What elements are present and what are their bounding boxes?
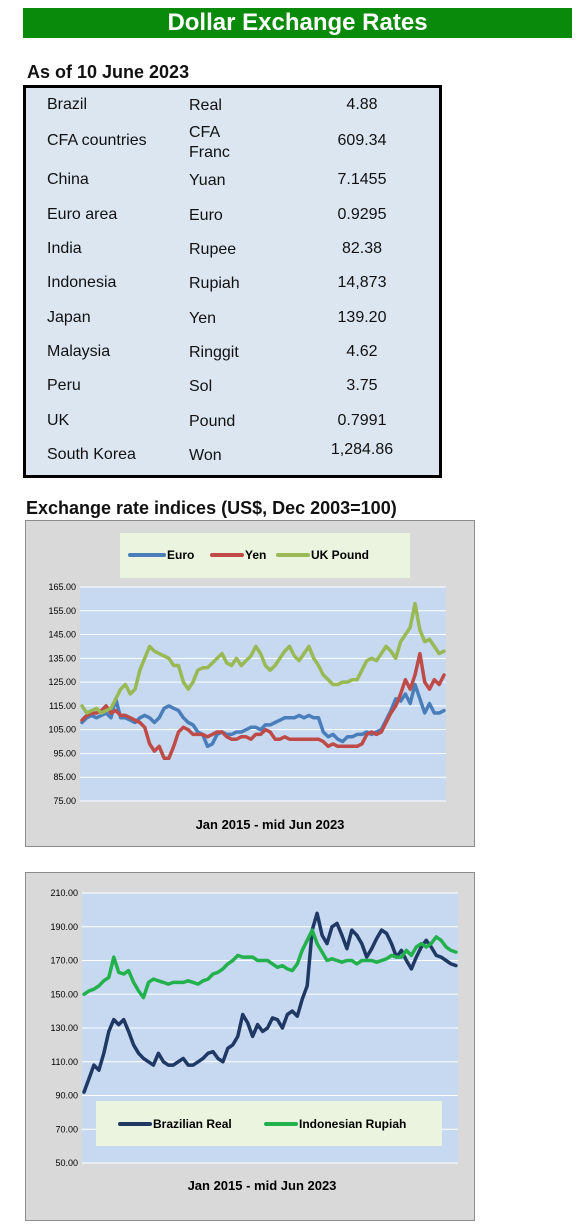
legend-label: UK Pound bbox=[311, 548, 369, 562]
plot-area bbox=[80, 587, 446, 801]
chart-frame-major-currencies: 75.00 85.00 95.00 105.00 115.00 125.00 135.00 1… bbox=[25, 520, 475, 847]
country-label: Indonesia bbox=[47, 274, 117, 291]
country-label: CFA countries bbox=[47, 132, 147, 149]
x-axis-label: Jan 2015 - mid Jun 2023 bbox=[196, 817, 345, 832]
rate-value: 82.38 bbox=[341, 240, 383, 257]
country-label: Malaysia bbox=[47, 343, 111, 360]
rate-value: 7.1455 bbox=[337, 171, 387, 188]
legend-label: Indonesian Rupiah bbox=[299, 1117, 406, 1131]
y-tick-label: 95.00 bbox=[53, 748, 76, 758]
series-line-uk-pound bbox=[80, 601, 446, 715]
y-tick-label: 135.00 bbox=[48, 653, 76, 663]
y-tick-label: 170.00 bbox=[50, 956, 78, 966]
rate-value: 609.34 bbox=[337, 132, 387, 149]
country-label: Brazil bbox=[47, 96, 88, 113]
as-of-heading: As of 10 June 2023 bbox=[27, 62, 190, 82]
y-tick-label: 105.00 bbox=[48, 725, 76, 735]
y-tick-label: 90.00 bbox=[55, 1091, 78, 1101]
rate-row: Euro area Euro 0.9295 bbox=[26, 206, 439, 236]
country-label: UK bbox=[47, 412, 70, 429]
currency-label: Yen bbox=[189, 310, 216, 327]
rate-value: 0.7991 bbox=[337, 412, 387, 429]
rate-value: 3.75 bbox=[346, 377, 378, 394]
currency-label: Real bbox=[189, 97, 222, 114]
currency-label: Yuan bbox=[189, 172, 226, 189]
y-tick-label: 75.00 bbox=[53, 796, 76, 806]
currency-label: CFA Franc bbox=[189, 124, 230, 161]
country-label: Peru bbox=[47, 377, 81, 394]
currency-label: Won bbox=[189, 447, 222, 464]
y-tick-label: 210.00 bbox=[50, 888, 78, 898]
currency-label: Rupee bbox=[189, 241, 237, 258]
y-tick-label: 145.00 bbox=[48, 630, 76, 640]
series-line-indonesian-rupiah bbox=[82, 928, 458, 1000]
rate-row: Japan Yen 139.20 bbox=[26, 309, 439, 339]
series-line-brazilian-real bbox=[82, 911, 458, 1094]
currency-label: Pound bbox=[189, 413, 236, 430]
rate-value: 4.88 bbox=[346, 96, 378, 113]
y-tick-label: 70.00 bbox=[55, 1124, 78, 1134]
rate-row: CFA countries CFA Franc 609.34 bbox=[26, 123, 439, 161]
legend-box bbox=[120, 533, 410, 578]
rate-row: UK Pound 0.7991 bbox=[26, 412, 439, 442]
y-tick-label: 165.00 bbox=[48, 582, 76, 592]
y-tick-label: 155.00 bbox=[48, 606, 76, 616]
indices-heading: Exchange rate indices (US$, Dec 2003=100… bbox=[26, 498, 397, 518]
page-title: Dollar Exchange Rates bbox=[23, 8, 572, 38]
rate-row: South Korea Won 1,284.86 bbox=[26, 441, 439, 476]
chart-major-currencies: 75.00 85.00 95.00 105.00 115.00 125.00 135.00 1… bbox=[48, 533, 446, 832]
y-tick-label: 125.00 bbox=[48, 677, 76, 687]
y-tick-label: 130.00 bbox=[50, 1023, 78, 1033]
currency-label: Euro bbox=[189, 207, 223, 224]
legend-label: Brazilian Real bbox=[153, 1117, 232, 1131]
rate-row: Indonesia Rupiah 14,873 bbox=[26, 274, 439, 304]
rate-value: 14,873 bbox=[337, 274, 387, 291]
series-line-yen bbox=[80, 651, 446, 760]
currency-label: Ringgit bbox=[189, 344, 239, 361]
legend-label: Yen bbox=[245, 548, 266, 562]
rate-value: 4.62 bbox=[346, 343, 378, 360]
country-label: Japan bbox=[47, 309, 91, 326]
y-tick-label: 110.00 bbox=[51, 1057, 78, 1067]
x-axis-label: Jan 2015 - mid Jun 2023 bbox=[188, 1178, 337, 1193]
rate-value: 1,284.86 bbox=[330, 441, 394, 458]
currency-label: Rupiah bbox=[189, 275, 240, 292]
legend-label: Euro bbox=[167, 548, 194, 562]
country-label: South Korea bbox=[47, 446, 136, 463]
rate-row: Peru Sol 3.75 bbox=[26, 377, 439, 407]
country-label: China bbox=[47, 171, 89, 188]
y-tick-label: 50.00 bbox=[55, 1158, 78, 1168]
y-tick-label: 190.00 bbox=[50, 922, 78, 932]
y-tick-label: 85.00 bbox=[53, 772, 76, 782]
country-label: Euro area bbox=[47, 206, 118, 223]
y-tick-label: 150.00 bbox=[50, 989, 78, 999]
country-label: India bbox=[47, 240, 82, 257]
chart-frame-emerging-currencies: 50.00 70.00 90.00 110.00 130.00 150.00 170.00 1… bbox=[25, 872, 475, 1221]
rate-row: India Rupee 82.38 bbox=[26, 240, 439, 270]
rate-row: Malaysia Ringgit 4.62 bbox=[26, 343, 439, 373]
rate-value: 0.9295 bbox=[337, 206, 387, 223]
rate-value: 139.20 bbox=[337, 309, 387, 326]
currency-label: Sol bbox=[189, 378, 213, 395]
y-tick-label: 115.00 bbox=[49, 701, 76, 711]
rates-table: Brazil Real 4.88 CFA countries CFA Franc… bbox=[23, 85, 442, 478]
rate-row: China Yuan 7.1455 bbox=[26, 171, 439, 201]
rate-row: Brazil Real 4.88 bbox=[26, 96, 439, 126]
chart-emerging-currencies: 50.00 70.00 90.00 110.00 130.00 150.00 170.00 1… bbox=[50, 888, 458, 1193]
